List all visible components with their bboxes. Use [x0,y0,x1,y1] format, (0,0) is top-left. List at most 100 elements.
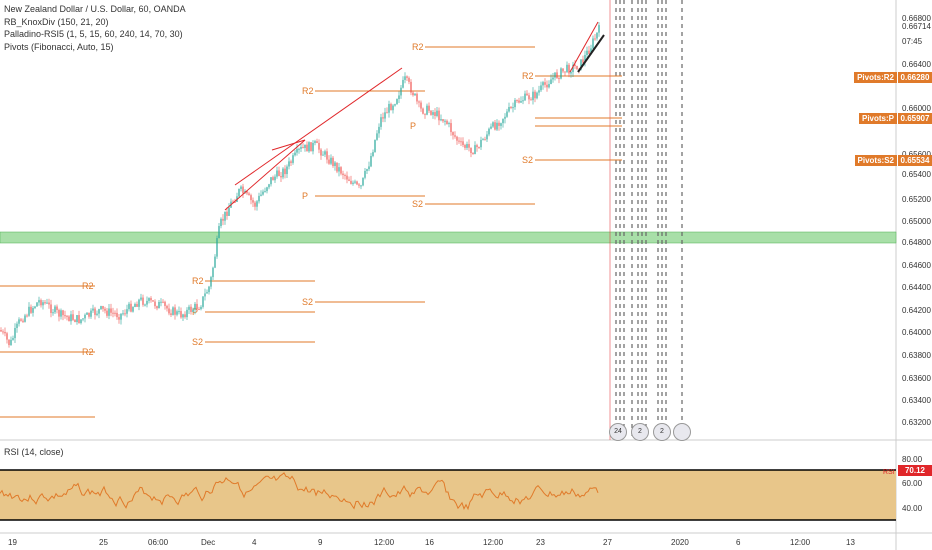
time-tick: 4 [252,538,257,547]
candle-body [92,308,94,311]
candle-body [448,123,450,125]
pivot-s2-price: 0.65534 [898,155,932,166]
indicator-knoxdiv[interactable]: RB_KnoxDiv (150, 21, 20) [4,16,109,27]
divergence-lines[interactable] [224,21,605,211]
divergence-line[interactable] [234,67,403,186]
candle-body [502,118,504,124]
candle-body [418,101,420,103]
candle-body [204,293,206,297]
time-tick: 2020 [671,538,689,547]
candle-body [266,187,268,192]
candle-body [438,110,440,121]
candle-body [558,78,560,80]
candle-body [36,302,38,307]
indicator-palladino-rsi[interactable]: Palladino-RSI5 (1, 5, 15, 60, 240, 14, 7… [4,29,183,39]
rsi-legend[interactable]: RSI (14, close) [4,447,64,457]
indicator-pivots[interactable]: Pivots (Fibonacci, Auto, 15) [4,41,114,52]
candle-body [174,307,176,315]
candle-body [406,76,408,78]
candle-body [124,313,126,315]
candle-body [314,141,316,143]
candle-body [222,218,224,221]
candle-body [264,191,266,193]
divergence-line[interactable] [271,139,306,151]
candle-body [284,168,286,175]
symbol-title[interactable]: New Zealand Dollar / U.S. Dollar, 60, OA… [4,4,186,14]
candle-body [350,180,352,184]
event-flag-icon[interactable]: 24 [609,423,627,441]
event-flag-icon[interactable] [673,423,691,441]
candle-body [232,201,234,203]
rsi-band [0,470,896,520]
candle-body [488,128,490,135]
candle-body [6,333,8,340]
candle-body [560,68,562,79]
candle-body [162,301,164,303]
candle-body [250,195,252,201]
candle-body [178,311,180,313]
price-tick: 0.65600 [902,150,931,159]
candle-body [34,306,36,309]
price-tick: 0.64600 [902,261,931,270]
candle-body [566,64,568,72]
candle-body [228,207,230,216]
candle-body [352,182,354,184]
candle-body [96,313,98,315]
candle-body [98,309,100,314]
price-tick: 0.64000 [902,328,931,337]
candle-body [296,149,298,153]
candle-body [30,306,32,313]
candle-body [216,238,218,257]
candle-body [500,123,502,126]
candle-body [190,306,192,312]
candle-body [286,166,288,175]
candle-body [384,112,386,119]
candle-body [534,91,536,99]
candle-body [102,306,104,309]
candle-body [380,117,382,127]
candle-body [18,319,20,324]
candle-body [552,77,554,80]
candle-body [44,302,46,304]
rsi-axis-ticks: 80.00 60.00 40.00 RSI [883,455,923,513]
candle-body [310,142,312,152]
candle-body [370,156,372,167]
candle-body [88,312,90,317]
candle-body [168,308,170,314]
event-flag-icon[interactable]: 2 [653,423,671,441]
candle-body [408,77,410,82]
time-tick: 6 [736,538,741,547]
candle-body [486,134,488,140]
pivot-label: R2 [302,86,314,96]
candle-body [234,201,236,203]
candle-body [394,104,396,106]
time-tick: 06:00 [148,538,169,547]
divergence-line[interactable] [569,21,599,73]
candle-body [574,64,576,66]
candle-body [470,147,472,153]
candle-body [328,159,330,164]
candle-body [156,306,158,309]
event-flag-icon[interactable]: 2 [631,423,649,441]
candle-body [60,310,62,317]
candle-body [72,314,74,320]
candle-body [348,179,350,181]
pivot-r2-badge: Pivots:R2 [854,72,897,83]
divergence-line[interactable] [224,139,306,211]
candle-body [130,303,132,312]
support-zone[interactable] [0,231,897,244]
candle-body [474,145,476,155]
candle-body [136,304,138,307]
candle-body [530,99,532,101]
candle-body [298,148,300,150]
candle-body [584,55,586,63]
candle-body [398,95,400,99]
candle-body [122,313,124,315]
candle-body [592,38,594,49]
candle-body [402,79,404,88]
pivot-p-price: 0.65907 [898,113,932,124]
candle-body [338,167,340,172]
trend-line[interactable] [577,34,605,73]
candle-body [74,319,76,323]
